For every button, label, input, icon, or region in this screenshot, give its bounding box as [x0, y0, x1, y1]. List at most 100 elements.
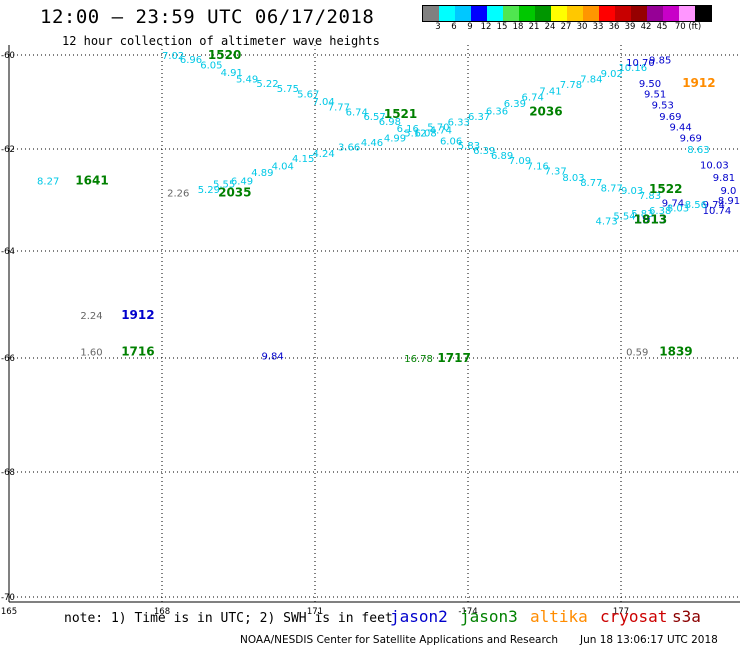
- wave-height-label: 5.12: [404, 129, 426, 140]
- lon-tick-label: 177: [613, 607, 629, 617]
- lat-tick-label: -60: [1, 51, 15, 61]
- pass-time-label: 1839: [659, 345, 692, 359]
- color-scale-label: 27: [560, 22, 572, 32]
- color-scale-label: 36: [608, 22, 620, 32]
- wave-height-label: 4.73: [596, 216, 618, 227]
- wave-height-label: 9.02: [601, 69, 623, 80]
- color-scale-label: 18: [512, 22, 524, 32]
- legend-s3a: s3a: [672, 607, 701, 626]
- wave-height-label: 7.84: [580, 75, 602, 86]
- wave-height-label: 4.46: [361, 138, 383, 149]
- wave-height-label: 4.15: [292, 154, 314, 165]
- color-scale-cell: [551, 6, 567, 21]
- wave-height-label: 7.09: [509, 156, 531, 167]
- pass-time-label: 1520: [208, 48, 241, 62]
- wave-height-label: 8.77: [601, 183, 623, 194]
- color-scale-label: 6: [451, 22, 457, 32]
- lat-tick-label: -66: [1, 354, 15, 364]
- wave-height-label: 6.05: [200, 60, 222, 71]
- color-scale-bar: [422, 5, 712, 22]
- wave-height-label: 5.83: [458, 141, 480, 152]
- wave-height-label: 16.78: [404, 354, 433, 365]
- legend-cryosat: cryosat: [600, 607, 668, 626]
- color-scale-label: 21: [528, 22, 540, 32]
- wave-height-label: 7.37: [545, 166, 567, 177]
- color-scale-label: 12: [480, 22, 492, 32]
- color-scale-cell: [647, 6, 663, 21]
- color-scale-cell: [583, 6, 599, 21]
- wave-height-label: 9.69: [659, 112, 681, 123]
- lon-tick-label: 168: [154, 607, 170, 617]
- wave-height-label: 2.24: [80, 311, 102, 322]
- wave-height-label: 9.69: [680, 133, 702, 144]
- wave-height-label: 8.56: [685, 200, 707, 211]
- wave-height-label: 6.74: [522, 92, 544, 103]
- color-scale-label: 33: [592, 22, 604, 32]
- wave-height-label: 4.89: [251, 168, 273, 179]
- color-scale-label: 15: [496, 22, 508, 32]
- wave-height-label: 6.39: [473, 146, 495, 157]
- wave-height-label: 5.70: [427, 122, 449, 133]
- color-scale-cell: [471, 6, 487, 21]
- wave-height-label: 9.51: [644, 90, 666, 101]
- color-scale-cell: [631, 6, 647, 21]
- color-scale-cell: [487, 6, 503, 21]
- map-grid: [8, 45, 740, 603]
- color-scale-label: 9: [467, 22, 473, 32]
- wave-height-label: 9.0: [720, 186, 736, 197]
- color-scale-cell: [599, 6, 615, 21]
- wave-height-label: 1.60: [80, 348, 102, 359]
- pass-time-label: 1716: [121, 345, 154, 359]
- wave-height-label: 9.44: [669, 122, 691, 133]
- color-scale-cell: [519, 6, 535, 21]
- wave-height-label: 3.66: [338, 143, 360, 154]
- color-scale-label: 3: [435, 22, 441, 32]
- color-scale-cell: [567, 6, 583, 21]
- color-scale-cell: [439, 6, 455, 21]
- map-axis-labels: 165 168 171 -174 177 -60 -62 -64 -66 -68 -70: [1, 51, 629, 617]
- wave-height-label: 7.78: [560, 80, 582, 91]
- wave-height-label: 6.16: [397, 124, 419, 135]
- wave-height-label: 9.84: [261, 351, 283, 362]
- legend-note: note: 1) Time is in UTC; 2) SWH is in fe…: [64, 611, 393, 626]
- wave-height-label: 4.91: [221, 68, 243, 79]
- wave-height-label: 5.83: [631, 209, 653, 220]
- wave-height-label: 9.53: [652, 100, 674, 111]
- lon-tick-label: 165: [1, 607, 17, 617]
- wave-height-label: 7.41: [539, 86, 561, 97]
- credit-text: NOAA/NESDIS Center for Satellite Applica…: [240, 634, 558, 646]
- lat-tick-label: -62: [1, 145, 15, 155]
- map-subtitle: 12 hour collection of altimeter wave hei…: [62, 34, 380, 48]
- wave-height-label: 5.55: [213, 180, 235, 191]
- wave-height-label: 5.75: [277, 84, 299, 95]
- wave-height-label: 4.24: [312, 149, 334, 160]
- wave-height-label: 8.03: [562, 173, 584, 184]
- legend-jason3: jason3: [460, 607, 518, 626]
- wave-height-label: 7.77: [328, 103, 350, 114]
- wave-height-label: 8.77: [580, 178, 602, 189]
- lon-tick-label: -174: [458, 607, 477, 617]
- wave-height-label: 7.16: [527, 161, 549, 172]
- wave-height-label: 6.74: [346, 107, 368, 118]
- color-scale-cell: [423, 6, 439, 21]
- wave-height-label: 6.98: [379, 117, 401, 128]
- wave-height-label: 8.27: [37, 177, 59, 188]
- wave-height-label: 6.89: [491, 151, 513, 162]
- pass-time-label: 1912: [682, 76, 715, 90]
- color-scale-label: 45: [656, 22, 668, 32]
- wave-height-label: 8.63: [687, 145, 709, 156]
- wave-height-label: 6.36: [486, 106, 508, 117]
- wave-height-label: 5.54: [613, 211, 635, 222]
- pass-time-label: 1813: [634, 212, 667, 226]
- map-title: 12:00 – 23:59 UTC 06/17/2018: [40, 6, 375, 28]
- wave-height-label: 4.74: [430, 125, 452, 136]
- wave-height-label: 6.57: [363, 112, 385, 123]
- wave-height-label: 9.50: [639, 79, 661, 90]
- color-scale-label: 39: [624, 22, 636, 32]
- wave-height-label: 7.04: [312, 97, 334, 108]
- wave-height-label: 6.38: [649, 206, 671, 217]
- wave-height-label: 6.06: [440, 137, 462, 148]
- color-scale-cell: [679, 6, 695, 21]
- wave-height-label: 7.83: [639, 191, 661, 202]
- color-scale-cell: [455, 6, 471, 21]
